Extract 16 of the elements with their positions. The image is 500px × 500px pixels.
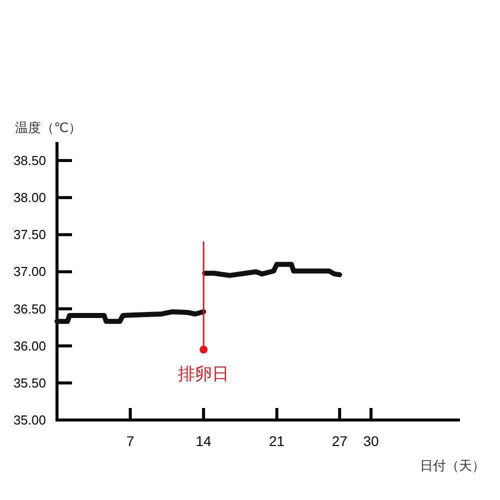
annotation: 排卵日 xyxy=(178,364,230,384)
y-tick-label: 37.50 xyxy=(13,227,46,242)
x-tick-label: 7 xyxy=(126,433,134,449)
x-tick-label: 21 xyxy=(269,433,285,449)
x-tick-label: 27 xyxy=(332,433,348,449)
x-tick-label: 30 xyxy=(363,433,380,449)
y-tick-label: 38.00 xyxy=(13,190,46,206)
x-tick-label: 14 xyxy=(196,433,212,449)
y-tick-label: 36.00 xyxy=(13,338,46,354)
y-tick-label: 37.00 xyxy=(13,264,46,280)
y-tick-label: 35.00 xyxy=(13,412,46,428)
y-tick-label: 35.50 xyxy=(13,375,46,390)
y-tick-label: 36.50 xyxy=(13,301,46,316)
x-axis-title: 日付（天） xyxy=(420,458,485,473)
y-tick-label: 38.50 xyxy=(13,153,46,168)
y-axis-title: 温度（℃） xyxy=(15,120,82,135)
